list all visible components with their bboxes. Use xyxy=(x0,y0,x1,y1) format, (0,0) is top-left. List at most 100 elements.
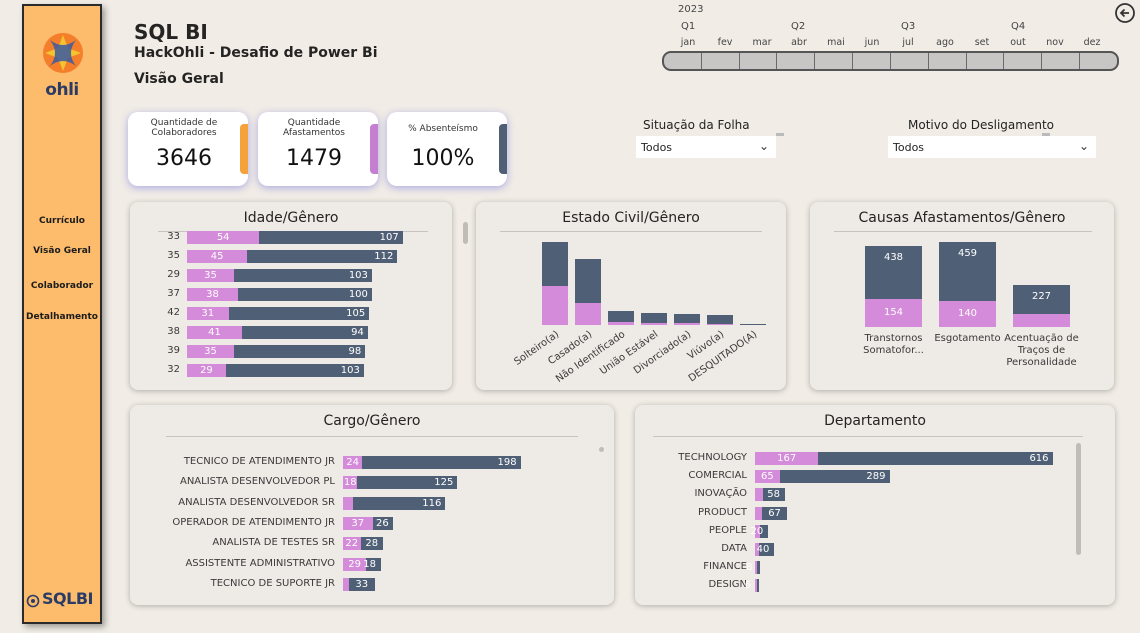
data-label: 154 xyxy=(883,306,904,318)
chart-departamento: Departamento TECHNOLOGY 167 616 COMERCIAL 65… xyxy=(635,405,1115,605)
data-label: 54 xyxy=(216,232,230,243)
situacao-folha-dropdown[interactable]: Todos ⌄ xyxy=(636,136,776,158)
slicer-value: Todos xyxy=(641,141,673,154)
data-label: 41 xyxy=(208,327,221,338)
bar-segment-pink xyxy=(187,250,248,263)
bar-segment-pink xyxy=(343,496,353,510)
timeline-cell[interactable] xyxy=(702,53,740,69)
bar-segment-pink xyxy=(755,470,780,484)
category-label: PRODUCT xyxy=(698,506,747,518)
timeline-quarter: Q4 xyxy=(1011,21,1026,32)
timeline-cell[interactable] xyxy=(853,53,891,69)
timeline-quarter: Q2 xyxy=(791,21,806,32)
data-label: 58 xyxy=(767,489,780,501)
data-label: 103 xyxy=(348,270,368,281)
bar-segment-slate xyxy=(575,258,601,303)
data-label: 112 xyxy=(374,251,394,262)
timeline-cell[interactable] xyxy=(891,53,929,69)
nav-detalhamento[interactable]: Detalhamento xyxy=(26,312,98,322)
page-title: SQL BI xyxy=(134,20,208,44)
timeline-year: 2023 xyxy=(678,4,704,15)
kpi-card-absenteismo: % Absenteísmo 100% xyxy=(387,112,507,186)
nav-colaborador[interactable]: Colaborador xyxy=(30,281,94,291)
data-label: 20 xyxy=(750,525,764,537)
data-label: 125 xyxy=(434,477,454,489)
kpi-label: Quantidade Afastamentos xyxy=(283,118,345,138)
sqlbi-logo-icon xyxy=(26,594,40,608)
chart-causas-afastamentos: Causas Afastamentos/Gênero 438 154 Transto… xyxy=(810,202,1114,390)
scrollbar[interactable] xyxy=(463,222,468,244)
timeline-cell[interactable] xyxy=(1042,53,1081,69)
view-title: Visão Geral xyxy=(134,71,224,87)
bar-segment-slate xyxy=(760,524,768,538)
bar-segment-pink xyxy=(641,322,667,325)
category-label: FINANCE xyxy=(703,561,747,573)
timeline-cell[interactable] xyxy=(1080,53,1117,69)
bar-segment-pink xyxy=(343,476,358,490)
timeline-bar[interactable] xyxy=(662,51,1119,71)
timeline-cell[interactable] xyxy=(777,53,816,69)
data-label: 167 xyxy=(777,453,797,464)
bar-segment-pink xyxy=(343,537,361,551)
bar-segment-slate xyxy=(352,496,446,510)
data-label: 6 xyxy=(744,580,751,592)
bar-segment-pink xyxy=(755,524,761,538)
category-label: PEOPLE xyxy=(708,524,747,536)
timeline-cell[interactable] xyxy=(815,53,854,69)
sqlbi-logo-text: SQLBI xyxy=(42,589,93,608)
bar-segment-pink xyxy=(1013,314,1070,327)
nav-visao-geral[interactable]: Visão Geral xyxy=(33,246,91,256)
data-label: 67 xyxy=(768,507,781,519)
timeline-month-label: out xyxy=(1010,37,1026,48)
chart-title: Idade/Gênero xyxy=(243,210,339,226)
slicer-clear-icon[interactable] xyxy=(776,133,784,136)
data-label: 94 xyxy=(351,327,364,338)
timeline-slicer[interactable]: 2023 Q1 Q2 Q3 Q4 jan fev mar abr mai jun… xyxy=(660,4,1120,74)
bar-segment-slate xyxy=(762,488,785,502)
data-label: 26 xyxy=(376,517,389,529)
chart-idade-genero: Idade/Gênero 33 35 29 37 42 38 39 32 54 107 45 112 3… xyxy=(130,202,452,390)
nav-curriculo[interactable]: Currículo xyxy=(39,216,85,226)
category-label: 33 xyxy=(167,231,180,242)
data-label: 103 xyxy=(340,365,360,376)
scrollbar[interactable] xyxy=(599,447,604,452)
title-divider xyxy=(166,436,578,437)
bar-segment-pink xyxy=(755,561,758,575)
data-label: 105 xyxy=(346,308,366,319)
chart-title: Departamento xyxy=(824,413,926,429)
bar-segment-pink xyxy=(674,323,700,325)
data-label: 289 xyxy=(866,471,886,483)
category-label: Acentuação de Traços de Personalidade xyxy=(1004,333,1079,368)
bar-segment-slate xyxy=(865,245,922,299)
back-arrow-icon[interactable] xyxy=(1114,2,1136,24)
data-label: 33 xyxy=(355,578,369,590)
timeline-month-label: set xyxy=(974,37,990,48)
bar-segment-pink xyxy=(187,345,234,358)
timeline-cell[interactable] xyxy=(740,53,778,69)
scrollbar[interactable] xyxy=(1076,443,1081,555)
timeline-cell[interactable] xyxy=(929,53,967,69)
timeline-cell[interactable] xyxy=(1004,53,1043,69)
motivo-desligamento-dropdown[interactable]: Todos ⌄ xyxy=(888,136,1096,158)
slicer-clear-icon[interactable] xyxy=(1042,133,1050,136)
bar-segment-slate xyxy=(241,326,368,339)
bar-segment-slate xyxy=(366,557,381,571)
title-divider xyxy=(834,231,1092,232)
category-label: 38 xyxy=(167,326,180,337)
slicer-title: Situação da Folha xyxy=(643,118,750,132)
bar-segment-pink xyxy=(755,543,759,556)
bar-segment-slate xyxy=(608,311,634,322)
category-label: Transtornos Somatofor... xyxy=(863,333,924,356)
data-label: 38 xyxy=(206,289,219,300)
timeline-cell[interactable] xyxy=(967,53,1005,69)
category-label: Esgotamento xyxy=(934,333,1001,344)
timeline-cell[interactable] xyxy=(664,53,702,69)
kpi-value: 3646 xyxy=(156,146,212,171)
kpi-card-afastamentos: Quantidade Afastamentos 1479 xyxy=(258,112,378,186)
kpi-accent xyxy=(370,124,378,174)
kpi-label: % Absenteísmo xyxy=(408,124,478,134)
bar-segment-slate xyxy=(756,579,759,593)
bar-segment-slate xyxy=(247,250,398,263)
ohli-logo-text: ohli xyxy=(45,80,79,100)
data-label: 28 xyxy=(365,538,379,550)
